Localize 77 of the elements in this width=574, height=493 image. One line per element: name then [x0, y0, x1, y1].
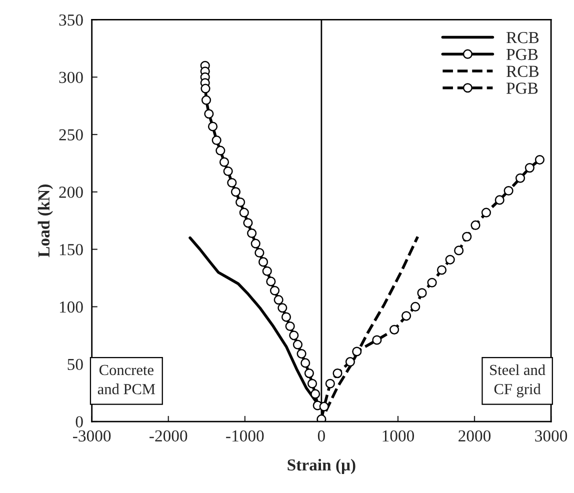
point — [300, 358, 310, 368]
point — [417, 288, 427, 298]
annotation: Steel and CF grid — [490, 364, 546, 398]
point — [285, 321, 295, 332]
legend-label: RCB — [506, 32, 539, 44]
point — [462, 232, 472, 242]
point — [208, 122, 218, 132]
point — [445, 254, 455, 264]
point — [319, 402, 329, 412]
point — [316, 414, 326, 422]
point — [372, 335, 382, 345]
point — [281, 312, 292, 322]
point — [262, 266, 272, 276]
point — [454, 246, 464, 256]
y-axis-title: Load (kN) — [38, 184, 53, 258]
x-tick-label: 3000 — [535, 430, 568, 442]
point — [230, 187, 241, 197]
point — [307, 378, 318, 388]
point — [292, 340, 303, 350]
point — [204, 109, 214, 119]
point — [427, 278, 437, 288]
point — [481, 208, 492, 218]
y-tick-label: 250 — [59, 129, 83, 140]
x-tick-label: 1000 — [382, 430, 414, 442]
point — [212, 135, 222, 146]
point — [266, 276, 276, 286]
point — [227, 178, 237, 188]
point — [250, 238, 260, 248]
point — [436, 265, 447, 275]
x-axis-title: Strain (μ) — [288, 458, 356, 474]
point — [236, 197, 246, 208]
y-tick-label: 200 — [59, 186, 83, 198]
y-tick-label: 300 — [59, 72, 83, 84]
point — [494, 195, 504, 205]
x-tick-label: 0 — [318, 430, 325, 442]
point — [515, 173, 526, 183]
point — [345, 357, 356, 367]
point — [258, 257, 268, 267]
point — [200, 84, 210, 94]
point — [332, 368, 342, 378]
point — [278, 303, 288, 313]
point — [352, 346, 362, 356]
point — [270, 286, 280, 296]
point — [254, 248, 264, 258]
point — [390, 324, 400, 334]
x-tick-label: 2000 — [458, 430, 491, 442]
point — [223, 166, 233, 176]
point — [247, 228, 257, 238]
point — [402, 311, 412, 321]
x-tick-label: -2000 — [150, 430, 188, 442]
point — [274, 295, 284, 305]
point — [216, 146, 226, 156]
point — [304, 368, 314, 378]
y-tick-label: 0 — [76, 416, 83, 428]
point — [243, 218, 253, 228]
x-tick-label: -3000 — [73, 430, 111, 442]
y-tick-label: 350 — [59, 14, 83, 26]
legend-label: RCB — [506, 66, 539, 77]
point — [504, 186, 514, 196]
y-tick-label: 150 — [60, 244, 83, 256]
annotation: Concrete and PCM — [98, 364, 156, 394]
point — [239, 208, 249, 218]
point — [219, 157, 230, 167]
point — [325, 378, 335, 388]
point — [470, 220, 480, 230]
y-tick-label: 50 — [68, 358, 83, 370]
point — [201, 95, 212, 105]
point — [524, 163, 534, 173]
legend-label: PGB — [506, 48, 538, 60]
point — [289, 330, 299, 340]
y-tick-label: 100 — [60, 301, 83, 313]
point — [296, 348, 306, 359]
point — [310, 389, 320, 399]
point — [534, 154, 545, 165]
x-tick-label: -1000 — [226, 430, 264, 442]
legend-label: PGB — [506, 82, 538, 94]
point — [410, 302, 420, 312]
